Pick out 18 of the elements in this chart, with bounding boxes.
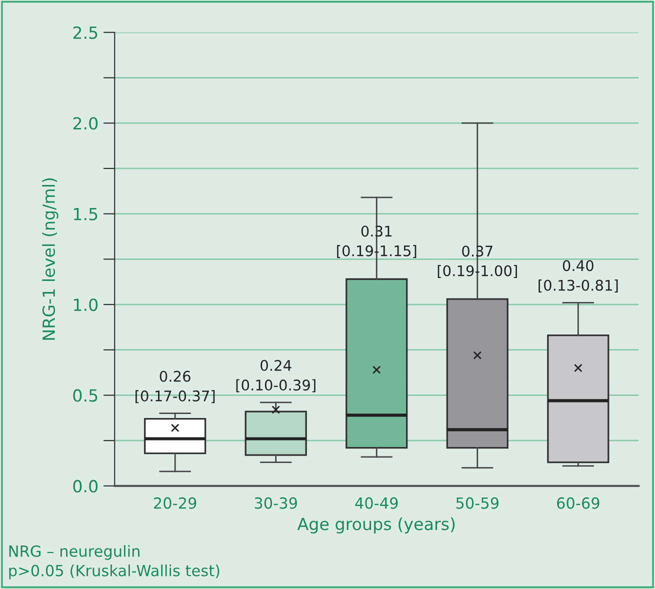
x-tick-label: 20-29 <box>154 497 196 509</box>
y-tick-label: 0.5 <box>73 389 98 402</box>
y-tick-label: 1.0 <box>74 298 98 312</box>
x-tick-label: 60-69 <box>557 497 600 509</box>
annotation: 0.24 [0.10-0.39] <box>236 360 316 392</box>
text: NRG – neuregulin <box>9 545 140 560</box>
x-tick-label: 40-49 <box>355 497 398 509</box>
x-tick-label: 50-59 <box>456 497 499 509</box>
x-axis-title: Age groups (years) <box>297 517 455 534</box>
y-tick-label: 2.0 <box>73 117 98 130</box>
y-tick-label: 0.0 <box>73 480 98 492</box>
x-tick-label: 30-39 <box>254 497 297 509</box>
y-axis-title: NRG-1 level (ng/ml) <box>42 178 58 340</box>
y-tick-label: 2.5 <box>73 26 98 39</box>
text: p>0.05 (Kruskal-Wallis test) <box>9 564 220 580</box>
annotation: 0.26 [0.17-0.37] <box>136 370 215 404</box>
y-tick-label: 1.5 <box>74 208 98 220</box>
annotation: 0.40 [0.13-0.81] <box>538 260 618 293</box>
